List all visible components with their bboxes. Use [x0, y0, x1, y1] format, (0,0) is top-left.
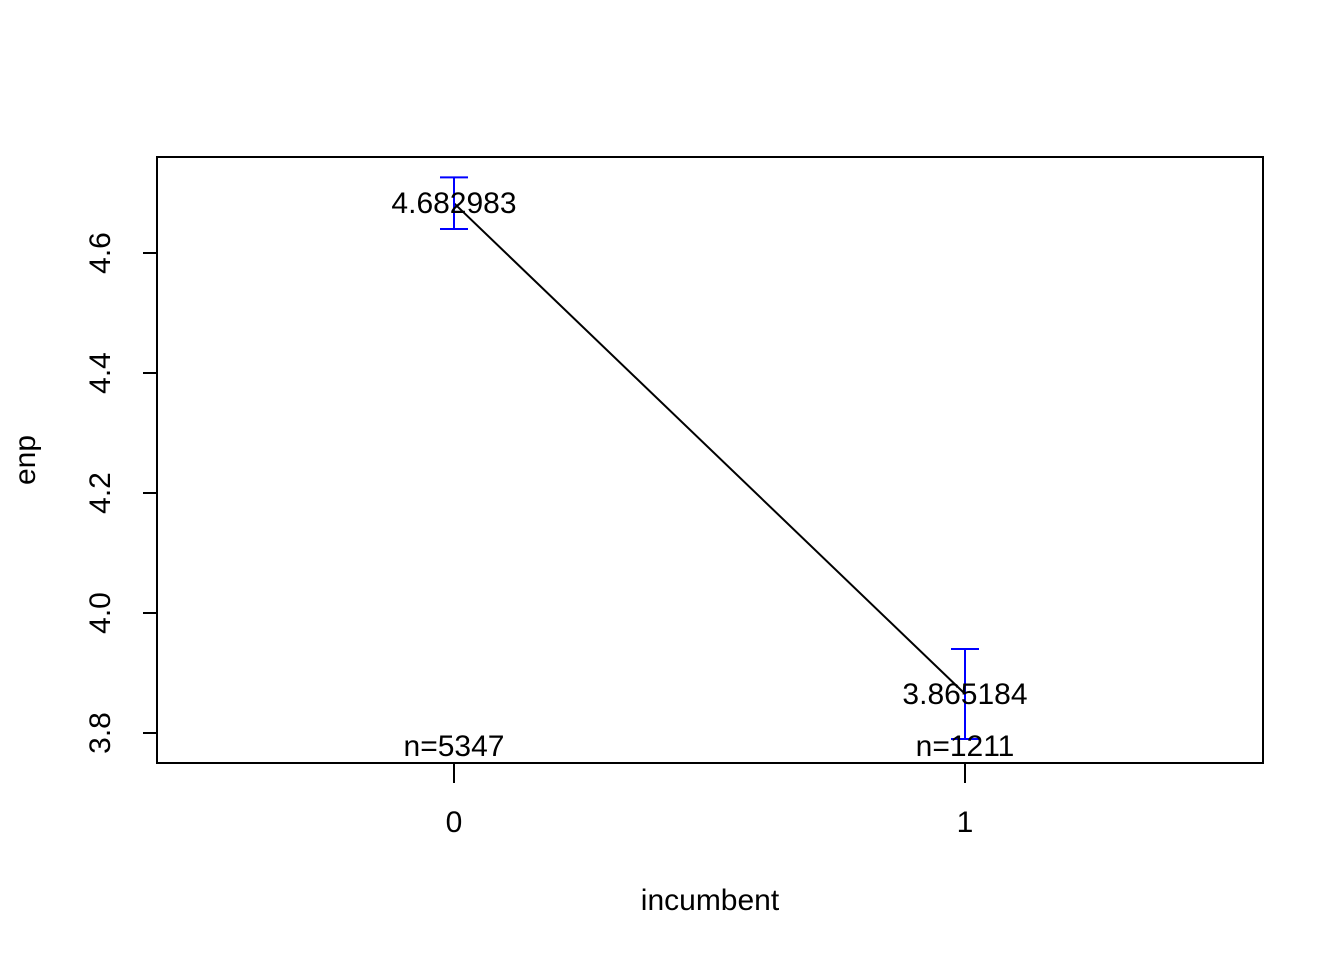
x-tick-label: 0: [446, 806, 463, 839]
y-tick-label: 4.0: [84, 592, 117, 634]
plot-frame: [156, 156, 1264, 764]
count-label: n=5347: [404, 730, 505, 763]
x-axis-label: incumbent: [641, 884, 780, 917]
y-tick-label: 4.6: [84, 232, 117, 274]
y-tick-label: 3.8: [84, 712, 117, 754]
x-tick-label: 1: [957, 806, 974, 839]
y-tick-label: 4.4: [84, 352, 117, 394]
data-label: 4.682983: [391, 187, 516, 220]
count-label: n=1211: [916, 730, 1015, 763]
data-label: 3.865184: [902, 678, 1027, 711]
chart-marks: 3.8 4.0 4.2 4.4 4.6 0 1 4.682983 3.865184 n=5347 n…: [84, 176, 1028, 839]
y-tick-label: 4.2: [84, 472, 117, 514]
series-line: [453, 202, 966, 695]
y-axis-label: enp: [9, 435, 42, 485]
